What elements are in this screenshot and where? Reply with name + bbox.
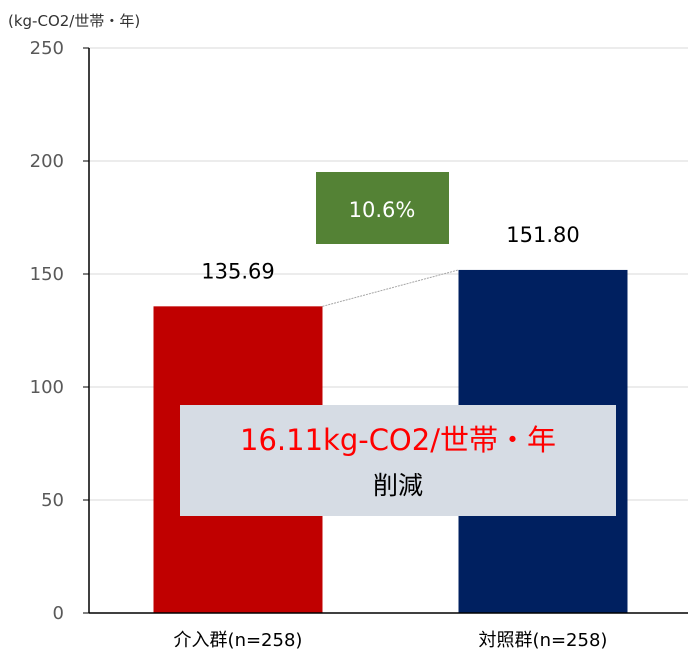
y-tick-label: 200 bbox=[30, 151, 64, 172]
reduction-callout-box bbox=[180, 405, 616, 516]
y-axis-unit-label: (kg-CO2/世帯・年) bbox=[8, 12, 140, 30]
y-tick-label: 50 bbox=[41, 490, 64, 511]
reduction-amount-text: 16.11kg-CO2/世帯・年 bbox=[240, 423, 556, 457]
bar-value-label: 151.80 bbox=[506, 223, 579, 247]
reduction-label-text: 削減 bbox=[373, 471, 423, 500]
y-tick-label: 250 bbox=[30, 38, 64, 59]
reduction-callout: 16.11kg-CO2/世帯・年 削減 bbox=[180, 405, 616, 516]
x-tick-label: 介入群(n=258) bbox=[174, 630, 303, 651]
percent-badge-text: 10.6% bbox=[349, 198, 416, 222]
bar-value-label: 135.69 bbox=[201, 259, 274, 283]
value-labels: 135.69 151.80 bbox=[201, 223, 579, 283]
y-tick-label: 100 bbox=[30, 377, 64, 398]
y-tick-label: 150 bbox=[30, 264, 64, 285]
comparison-connector-line bbox=[322, 269, 459, 307]
x-tick-labels: 介入群(n=258) 対照群(n=258) bbox=[174, 630, 608, 651]
x-tick-label: 対照群(n=258) bbox=[479, 630, 608, 651]
y-tick-label: 0 bbox=[53, 603, 64, 624]
y-tick-labels: 0 50 100 150 200 250 bbox=[30, 38, 64, 624]
percent-badge-box bbox=[316, 172, 449, 244]
percent-badge: 10.6% bbox=[316, 172, 449, 244]
